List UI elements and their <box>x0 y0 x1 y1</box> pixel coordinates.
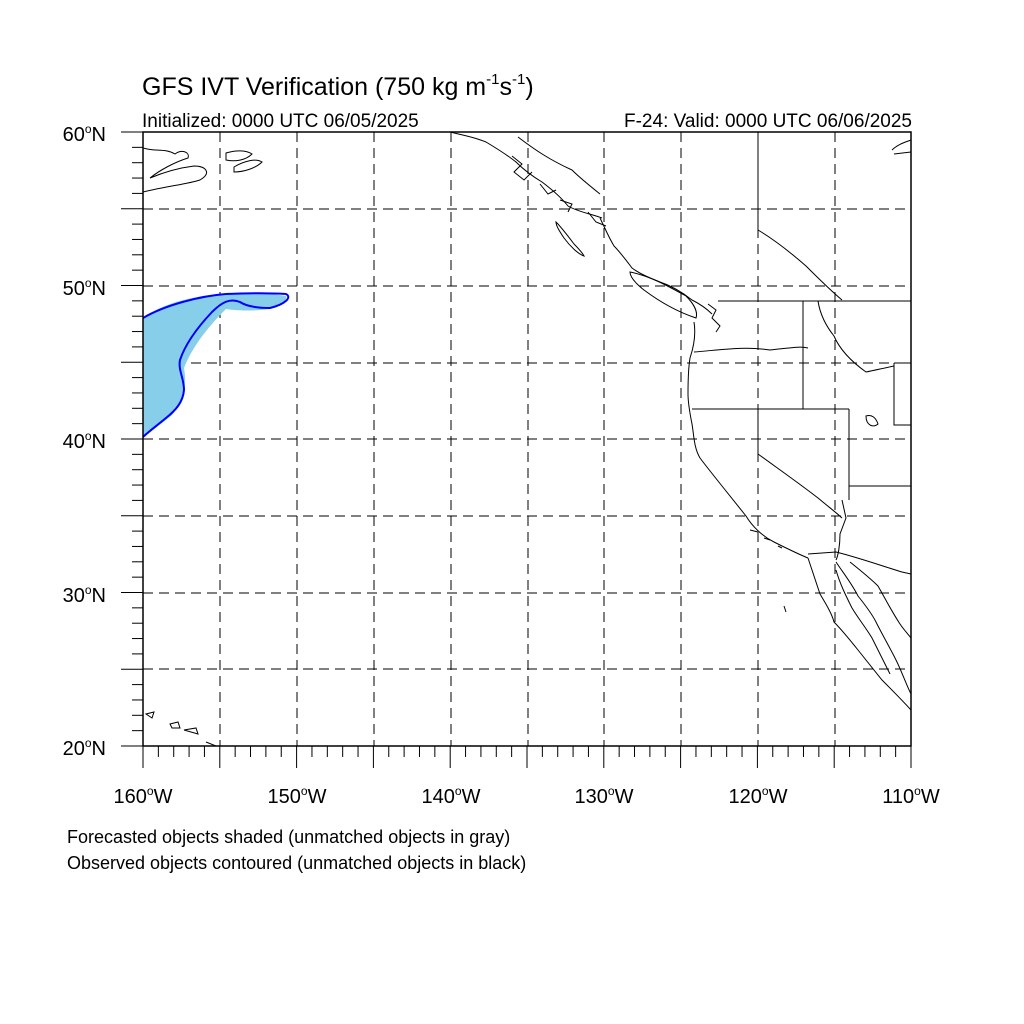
yukon-bc-boundary <box>517 136 601 195</box>
great-salt-lake <box>865 415 879 427</box>
lat-label-60: 60oN <box>62 122 106 146</box>
us-west-coast <box>687 321 809 559</box>
washington-oregon-border <box>693 346 809 353</box>
coastlines <box>143 132 911 746</box>
puget-sound <box>707 303 721 333</box>
observed-ivt-contour <box>143 292 290 438</box>
lon-label-160: 160oW <box>113 784 173 808</box>
lat-label-50: 50oN <box>62 276 106 300</box>
lon-label-130: 130oW <box>574 784 634 808</box>
chart-title: GFS IVT Verification (750 kg m-1s-1) <box>142 70 534 101</box>
bc-coast <box>599 217 713 315</box>
lat-label-40: 40oN <box>62 429 106 453</box>
haida-gwaii <box>555 220 585 257</box>
vancouver-island <box>629 271 697 319</box>
footnote-observed: Observed objects contoured (unmatched ob… <box>67 853 527 873</box>
bc-alberta-boundary <box>757 132 843 301</box>
alaska-gulf-coast <box>449 132 603 219</box>
baja-pacific-coast <box>807 557 911 711</box>
channel-islands <box>749 529 783 549</box>
us-mexico-border <box>807 551 911 575</box>
baja-inner-coast <box>835 569 891 675</box>
lon-label-140: 140oW <box>421 784 481 808</box>
plot-frame <box>142 131 912 747</box>
lat-label-20: 20oN <box>62 736 106 760</box>
lon-label-150: 150oW <box>267 784 327 808</box>
gridlines <box>143 132 911 746</box>
lon-label-110: 110oW <box>882 784 940 808</box>
hawaii-islands <box>144 711 217 746</box>
lat-label-30: 30oN <box>62 583 106 607</box>
valid-time-label: F-24: Valid: 0000 UTC 06/06/2025 <box>624 111 912 132</box>
political-boundaries <box>517 132 911 575</box>
footnote-forecast: Forecasted objects shaded (unmatched obj… <box>67 827 511 847</box>
california-nevada-border <box>757 409 843 519</box>
colorado-river <box>835 499 847 561</box>
mexico-mainland-coast <box>849 561 911 639</box>
idaho-montana-border <box>817 300 895 373</box>
kodiak-coast <box>225 150 263 173</box>
tick-marks <box>121 131 912 768</box>
forecast-ivt-object <box>143 293 287 437</box>
lon-label-120: 120oW <box>728 784 788 808</box>
se-alaska-islands <box>511 155 607 227</box>
gulf-of-california <box>835 561 911 695</box>
initialized-label: Initialized: 0000 UTC 06/05/2025 <box>142 111 419 132</box>
alaska-peninsula-coast <box>143 147 208 193</box>
hudson-bay-edge <box>891 139 911 155</box>
wyoming-west-border <box>893 363 911 426</box>
guadalupe-island <box>783 605 787 613</box>
